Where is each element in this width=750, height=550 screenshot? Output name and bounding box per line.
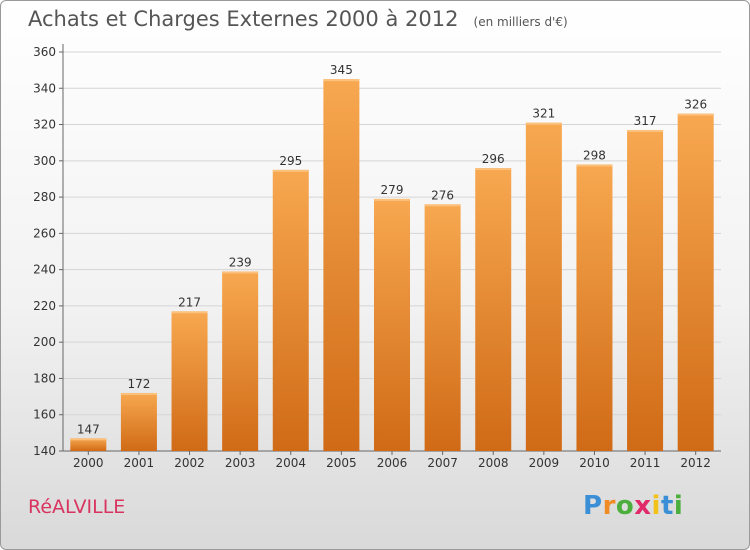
bar-highlight bbox=[576, 164, 613, 167]
x-tick-label: 2012 bbox=[680, 456, 711, 470]
bar-value-label: 239 bbox=[229, 255, 252, 269]
bar-value-label: 321 bbox=[532, 107, 555, 121]
bar bbox=[171, 311, 208, 451]
bar-value-label: 317 bbox=[634, 114, 657, 128]
x-tick-label: 2003 bbox=[225, 456, 256, 470]
bar-value-label: 295 bbox=[279, 154, 302, 168]
y-tick-label: 140 bbox=[33, 444, 56, 458]
logo-letter: o bbox=[615, 491, 635, 521]
bar-value-label: 279 bbox=[381, 183, 404, 197]
town-name: RéALVILLE bbox=[28, 496, 126, 518]
bar-value-label: 276 bbox=[431, 188, 454, 202]
y-tick-label: 340 bbox=[33, 81, 56, 95]
bar bbox=[374, 198, 410, 451]
y-tick-label: 160 bbox=[33, 408, 56, 422]
y-tick-label: 240 bbox=[33, 263, 56, 277]
bar-highlight bbox=[424, 204, 461, 207]
logo-letter: i bbox=[651, 491, 661, 521]
bar-highlight bbox=[323, 79, 360, 82]
bar-highlight bbox=[677, 113, 714, 116]
bar-value-label: 326 bbox=[684, 98, 707, 112]
chart-title: Achats et Charges Externes 2000 à 2012 bbox=[28, 7, 459, 31]
y-tick-label: 180 bbox=[33, 371, 56, 385]
bar bbox=[677, 113, 714, 451]
bar-value-label: 172 bbox=[127, 377, 150, 391]
x-tick-label: 2010 bbox=[579, 456, 610, 470]
x-tick-label: 2006 bbox=[377, 456, 408, 470]
x-tick-label: 2011 bbox=[630, 456, 661, 470]
y-tick-label: 360 bbox=[33, 45, 56, 59]
x-tick-label: 2008 bbox=[478, 456, 509, 470]
bar-highlight bbox=[70, 438, 107, 441]
bar-value-label: 345 bbox=[330, 63, 353, 77]
bar bbox=[525, 122, 562, 452]
bar-value-label: 298 bbox=[583, 148, 606, 162]
x-tick-label: 2002 bbox=[174, 456, 205, 470]
bar bbox=[576, 164, 613, 452]
bar-highlight bbox=[475, 168, 512, 171]
x-tick-label: 2000 bbox=[73, 456, 104, 470]
x-tick-label: 2001 bbox=[124, 456, 155, 470]
bar bbox=[323, 79, 360, 452]
bar bbox=[70, 438, 107, 451]
bar-highlight bbox=[374, 198, 410, 201]
bar-highlight bbox=[627, 129, 664, 132]
logo-letter: t bbox=[660, 491, 674, 521]
bar bbox=[424, 204, 461, 451]
bar bbox=[120, 392, 157, 451]
bar-highlight bbox=[525, 122, 562, 125]
bar-value-label: 147 bbox=[77, 422, 100, 436]
bar bbox=[627, 129, 664, 451]
y-tick-label: 280 bbox=[33, 190, 56, 204]
bar-value-label: 296 bbox=[482, 152, 505, 166]
bar bbox=[475, 168, 512, 451]
x-tick-label: 2007 bbox=[427, 456, 458, 470]
y-tick-label: 320 bbox=[33, 118, 56, 132]
y-tick-label: 260 bbox=[33, 226, 56, 240]
unit-note: (en milliers d'€) bbox=[473, 15, 568, 29]
bar-highlight bbox=[222, 271, 259, 274]
logo-letter: P bbox=[583, 491, 603, 521]
bar-highlight bbox=[120, 392, 157, 395]
y-tick-label: 300 bbox=[33, 154, 56, 168]
x-tick-label: 2005 bbox=[326, 456, 357, 470]
y-tick-label: 220 bbox=[33, 299, 56, 313]
y-tick-label: 200 bbox=[33, 335, 56, 349]
bar-value-label: 217 bbox=[178, 295, 201, 309]
chart-title-group: Achats et Charges Externes 2000 à 2012 (… bbox=[28, 7, 568, 31]
logo-letter: x bbox=[634, 491, 652, 521]
bar-highlight bbox=[171, 311, 208, 314]
x-tick-label: 2009 bbox=[529, 456, 560, 470]
bar bbox=[272, 169, 309, 452]
proxiti-logo: Proxiti bbox=[583, 491, 683, 521]
bar-highlight bbox=[272, 169, 309, 172]
x-tick-label: 2004 bbox=[275, 456, 306, 470]
bar bbox=[222, 271, 259, 451]
logo-letter: r bbox=[602, 491, 616, 521]
logo-letter: i bbox=[673, 491, 684, 521]
